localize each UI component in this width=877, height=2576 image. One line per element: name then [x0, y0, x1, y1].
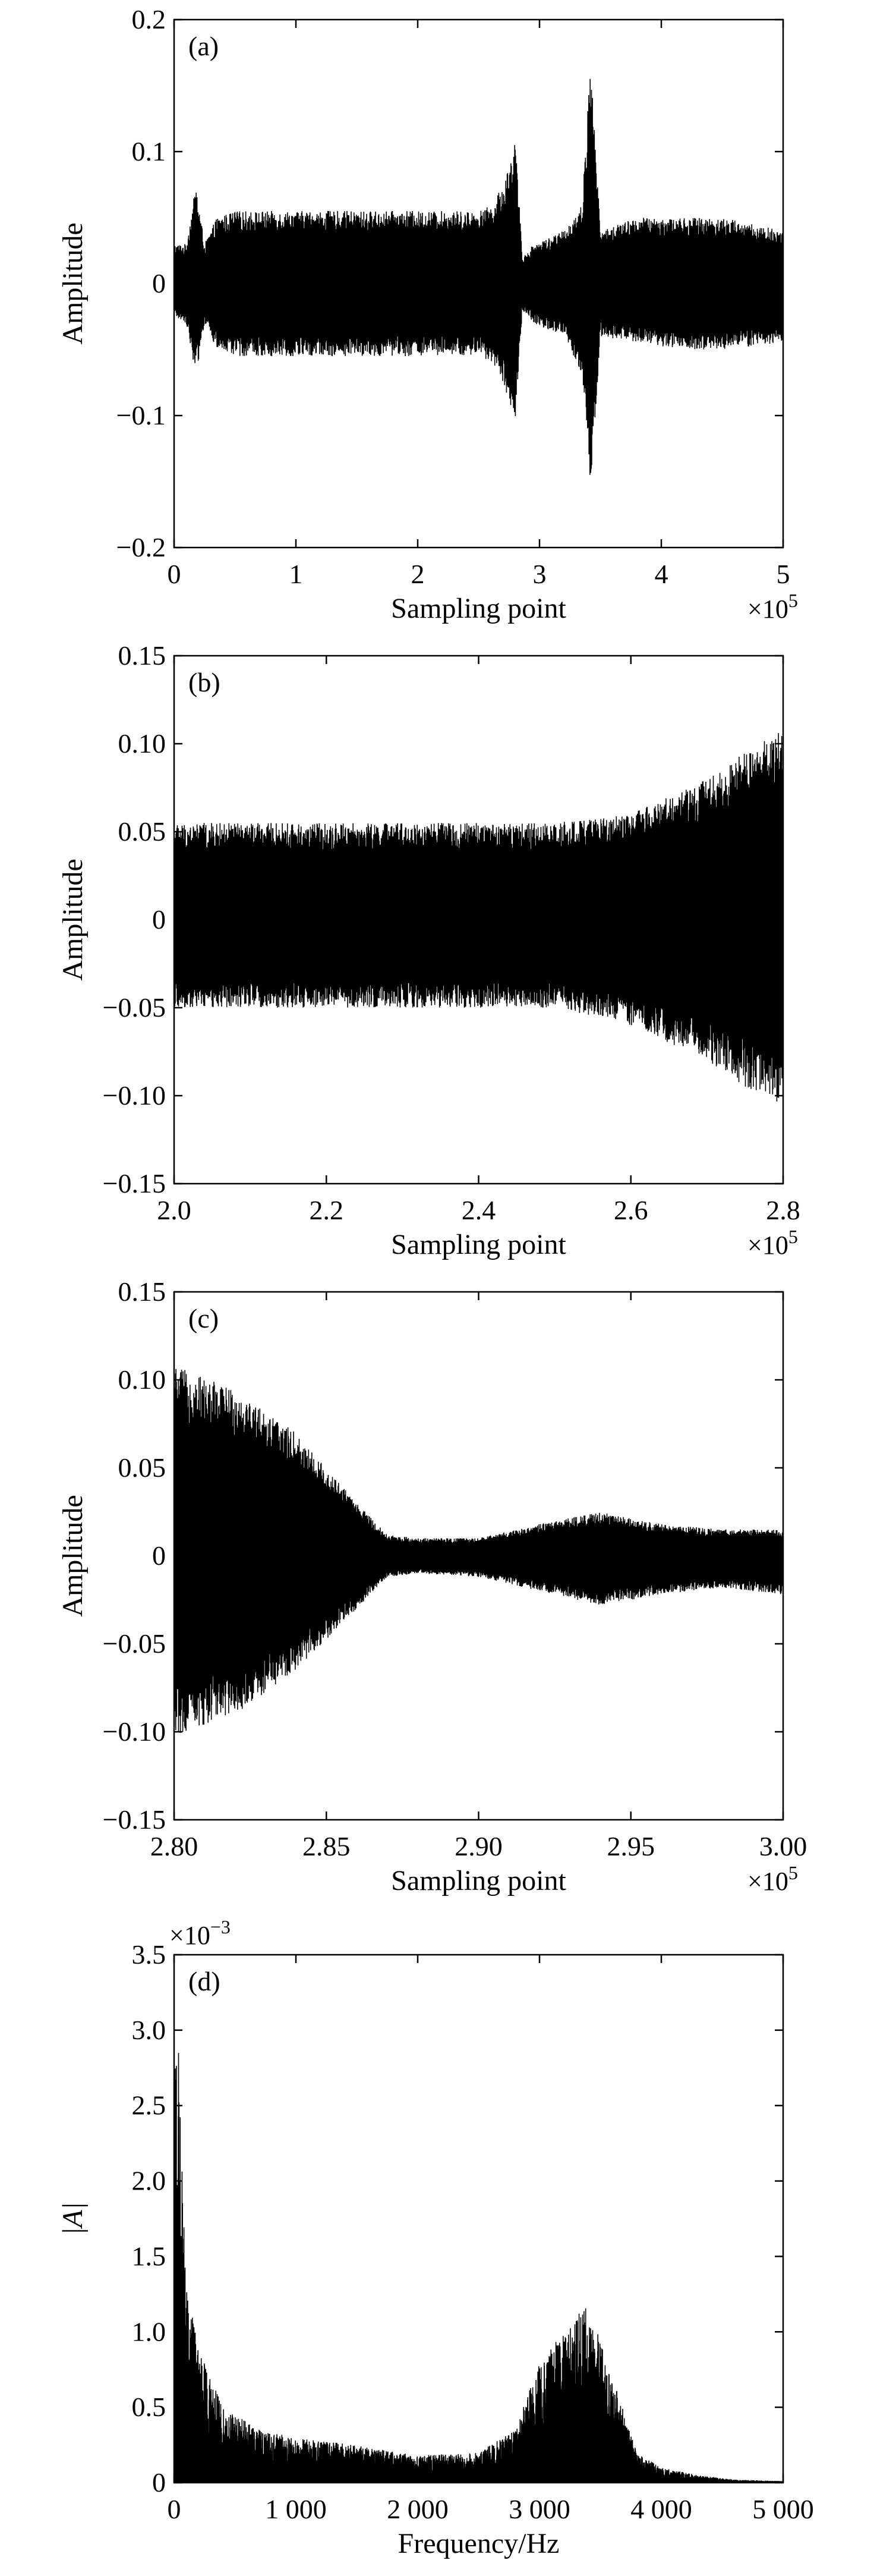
y-tick-label: 2.5 [132, 2090, 166, 2121]
y-axis-label: Amplitude [57, 858, 89, 980]
x-tick-label: 3 [533, 559, 547, 589]
y-tick-label: 0.15 [118, 640, 166, 671]
x-tick-label: 1 [289, 559, 303, 589]
y-tick-label: 0.10 [118, 1364, 166, 1395]
y-tick-label: 1.5 [132, 2241, 166, 2271]
y-tick-label: 0 [152, 2467, 166, 2498]
y-tick-label: 2.0 [132, 2166, 166, 2196]
y-tick-label: −0.05 [103, 1628, 166, 1659]
y-axis-label: |A| [57, 2202, 89, 2235]
y-tick-label: 0 [152, 1540, 166, 1571]
panel-label: (a) [188, 31, 219, 61]
series-line [174, 731, 783, 1102]
x-tick-label: 2 000 [387, 2494, 449, 2524]
x-tick-label: 5 000 [752, 2494, 814, 2524]
y-multiplier: ×10−3 [169, 1916, 231, 1950]
y-tick-label: 0 [152, 268, 166, 298]
x-multiplier-base: ×10 [747, 595, 788, 624]
y-axis-label: Amplitude [57, 1495, 89, 1616]
x-tick-label: 2.8 [766, 1195, 800, 1225]
y-tick-label: 3.5 [132, 1939, 166, 1970]
x-tick-label: 0 [168, 2494, 181, 2524]
y-tick-label: 0.05 [118, 816, 166, 847]
x-tick-label: 5 [777, 559, 790, 589]
chart-panel-4: 0 1 000 2 000 3 000 4 000 5 000 0 0.5 1.0 1.5 2.0 2… [57, 1916, 814, 2559]
x-tick-label: 2.95 [607, 1831, 655, 1861]
x-axis-label: Frequency/Hz [398, 2528, 560, 2559]
y-tick-label: −0.1 [116, 400, 166, 430]
x-multiplier: ×105 [747, 1862, 798, 1896]
y-tick-label: −0.10 [103, 1080, 166, 1111]
y-multiplier-base: ×10 [169, 1921, 210, 1950]
x-tick-label: 2.85 [302, 1831, 351, 1861]
y-tick-label: 0.15 [118, 1276, 166, 1307]
x-tick-label: 4 000 [630, 2494, 692, 2524]
y-tick-label: 3.0 [132, 2015, 166, 2045]
x-tick-label: 2 [411, 559, 425, 589]
x-tick-label: 2.6 [614, 1195, 648, 1225]
panel-label: (c) [188, 1303, 219, 1333]
x-multiplier-base: ×10 [747, 1867, 788, 1896]
x-tick-label: 2.0 [157, 1195, 191, 1225]
x-tick-label: 0 [168, 559, 181, 589]
y-tick-label: −0.15 [103, 1804, 166, 1835]
panel-label: (d) [188, 1966, 220, 1996]
x-multiplier: ×105 [747, 1226, 798, 1260]
chart-panel-1: 0 1 2 3 4 5 −0.2 −0.1 0 0.1 0.2 (a) Sampling point Am… [57, 4, 798, 624]
series-line [174, 78, 783, 475]
chart-panel-3: 2.80 2.85 2.90 2.95 3.00 −0.15 −0.10 −0.05 0 0.05… [57, 1276, 807, 1896]
y-axis-label: Amplitude [57, 222, 89, 344]
x-tick-label: 2.4 [462, 1195, 496, 1225]
y-tick-label: 0.5 [132, 2392, 166, 2422]
x-multiplier-base: ×10 [747, 1231, 788, 1260]
y-tick-label: −0.2 [116, 532, 166, 562]
chart-panel-2: 2.0 2.2 2.4 2.6 2.8 −0.15 −0.10 −0.05 0 0.05 0.10 0… [57, 640, 800, 1260]
y-tick-label: 0.05 [118, 1452, 166, 1483]
y-tick-label: −0.15 [103, 1168, 166, 1199]
y-multiplier-exp: −3 [210, 1916, 231, 1937]
series-line [174, 1369, 783, 1733]
x-multiplier-exp: 5 [788, 590, 798, 611]
x-axis-label: Sampling point [391, 1229, 566, 1260]
y-tick-label: −0.10 [103, 1716, 166, 1747]
panel-label: (b) [188, 667, 220, 697]
x-tick-label: 3 000 [509, 2494, 570, 2524]
x-axis-label: Sampling point [391, 1865, 566, 1896]
x-tick-label: 3.00 [759, 1831, 807, 1861]
y-tick-label: 0.2 [132, 4, 166, 34]
x-tick-label: 4 [655, 559, 668, 589]
series-line [174, 2053, 783, 2483]
x-axis-label: Sampling point [391, 593, 566, 624]
x-tick-label: 2.2 [310, 1195, 344, 1225]
x-multiplier-exp: 5 [788, 1226, 798, 1247]
x-tick-label: 2.90 [455, 1831, 503, 1861]
y-tick-label: 0.10 [118, 728, 166, 759]
x-tick-label: 1 000 [265, 2494, 327, 2524]
plot-frame [173, 1954, 784, 2484]
y-tick-label: 1.0 [132, 2316, 166, 2347]
y-tick-label: 0 [152, 904, 166, 935]
x-tick-label: 2.80 [150, 1831, 198, 1861]
x-multiplier-exp: 5 [788, 1862, 798, 1883]
y-tick-label: 0.1 [132, 136, 166, 166]
x-multiplier: ×105 [747, 590, 798, 624]
y-tick-label: −0.05 [103, 992, 166, 1023]
